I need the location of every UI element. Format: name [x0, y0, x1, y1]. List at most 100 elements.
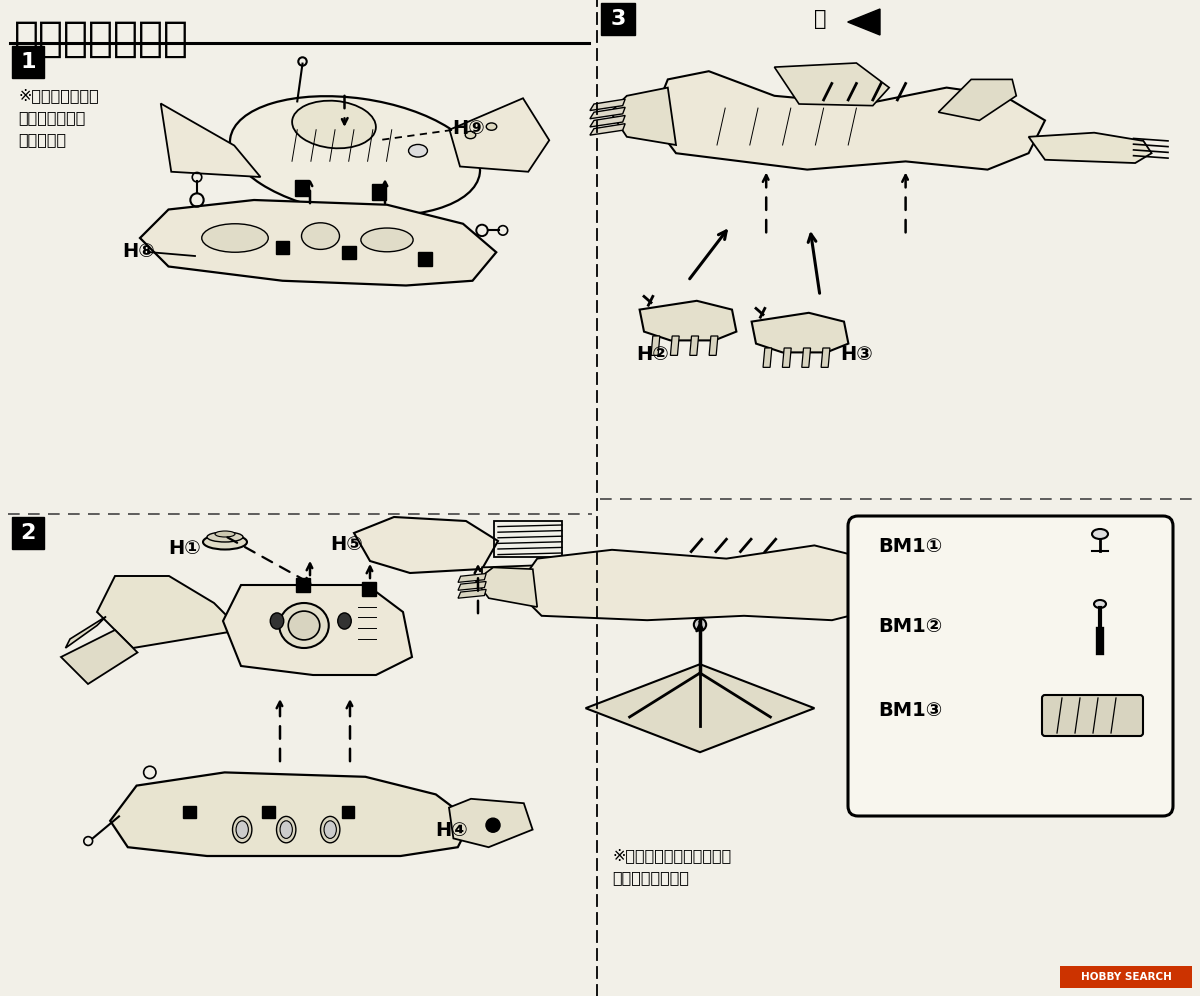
Text: ※余ったパーツはご自由に: ※余ったパーツはご自由に [612, 848, 731, 863]
Ellipse shape [208, 532, 242, 542]
Polygon shape [458, 590, 486, 599]
Text: 前: 前 [814, 9, 827, 29]
Text: H⑧: H⑧ [122, 241, 155, 261]
Ellipse shape [288, 612, 319, 639]
Polygon shape [652, 71, 1045, 169]
Polygon shape [1028, 132, 1152, 163]
Text: お使いください。: お使いください。 [612, 870, 689, 885]
Ellipse shape [1094, 600, 1106, 608]
Polygon shape [671, 336, 679, 356]
Polygon shape [586, 664, 815, 752]
Bar [12, 517, 44, 549]
Ellipse shape [324, 821, 336, 839]
Polygon shape [640, 301, 737, 341]
Ellipse shape [466, 131, 475, 138]
Ellipse shape [276, 817, 296, 843]
Text: H⑨: H⑨ [452, 119, 485, 137]
Polygon shape [590, 99, 625, 111]
Ellipse shape [486, 123, 497, 130]
Polygon shape [774, 63, 889, 106]
FancyBboxPatch shape [1042, 695, 1142, 736]
Polygon shape [611, 88, 676, 145]
Ellipse shape [236, 821, 248, 839]
Text: ください。: ください。 [18, 132, 66, 147]
Ellipse shape [215, 531, 235, 537]
Text: 2: 2 [20, 523, 36, 543]
Bar [342, 246, 355, 259]
Bar [263, 806, 275, 818]
Polygon shape [652, 336, 660, 356]
Polygon shape [450, 99, 550, 171]
Polygon shape [97, 576, 241, 648]
Polygon shape [223, 585, 412, 675]
Ellipse shape [337, 613, 352, 629]
Polygon shape [61, 630, 138, 684]
Text: HOBBY SEARCH: HOBBY SEARCH [1080, 972, 1171, 982]
FancyBboxPatch shape [848, 516, 1174, 816]
Ellipse shape [280, 821, 293, 839]
Polygon shape [751, 313, 848, 353]
Polygon shape [66, 617, 106, 648]
Polygon shape [590, 124, 625, 135]
Polygon shape [458, 582, 486, 591]
Bar [276, 241, 289, 254]
Polygon shape [782, 348, 791, 368]
Polygon shape [763, 348, 772, 368]
Polygon shape [690, 336, 698, 356]
Polygon shape [802, 348, 810, 368]
Bar [601, 3, 635, 35]
Bar [419, 252, 432, 266]
Text: ※先端は折らない: ※先端は折らない [18, 88, 98, 103]
Ellipse shape [301, 223, 340, 249]
Polygon shape [482, 565, 594, 581]
Text: 3: 3 [611, 9, 625, 29]
Ellipse shape [1092, 529, 1108, 539]
Bar [184, 806, 196, 818]
Text: BM1②: BM1② [878, 617, 942, 635]
Text: BM1③: BM1③ [878, 701, 942, 720]
Polygon shape [590, 108, 625, 119]
Text: H②: H② [636, 345, 668, 364]
Ellipse shape [270, 613, 283, 629]
Ellipse shape [230, 97, 480, 216]
Ellipse shape [320, 817, 340, 843]
Bar [1060, 966, 1192, 988]
Polygon shape [161, 104, 260, 177]
Text: 1: 1 [20, 52, 36, 72]
Bar [342, 806, 354, 818]
Bar [362, 582, 376, 596]
Text: デスバテーター: デスバテーター [14, 18, 190, 60]
Text: H④: H④ [436, 822, 468, 841]
Bar [12, 46, 44, 78]
Polygon shape [821, 348, 830, 368]
Polygon shape [709, 336, 718, 356]
Bar [372, 184, 386, 200]
Polygon shape [354, 517, 498, 573]
Polygon shape [110, 773, 470, 856]
Text: H③: H③ [840, 345, 872, 364]
Polygon shape [515, 546, 902, 621]
Ellipse shape [694, 619, 706, 630]
Text: ように注意して: ように注意して [18, 110, 85, 125]
Text: BM1①: BM1① [878, 537, 942, 556]
Polygon shape [140, 200, 497, 286]
Polygon shape [449, 799, 533, 848]
Ellipse shape [203, 535, 247, 550]
Polygon shape [590, 116, 625, 126]
Bar [494, 521, 562, 557]
Polygon shape [938, 80, 1016, 121]
Ellipse shape [280, 603, 329, 648]
Polygon shape [475, 568, 538, 607]
Text: H①: H① [168, 540, 200, 559]
Polygon shape [847, 9, 880, 35]
Bar [295, 180, 310, 196]
Ellipse shape [233, 817, 252, 843]
Circle shape [486, 818, 500, 833]
Ellipse shape [408, 144, 427, 157]
Text: H⑤: H⑤ [330, 535, 362, 554]
Polygon shape [458, 574, 486, 583]
Ellipse shape [292, 101, 376, 148]
Ellipse shape [361, 228, 413, 252]
Ellipse shape [202, 224, 269, 252]
Bar [296, 578, 310, 592]
